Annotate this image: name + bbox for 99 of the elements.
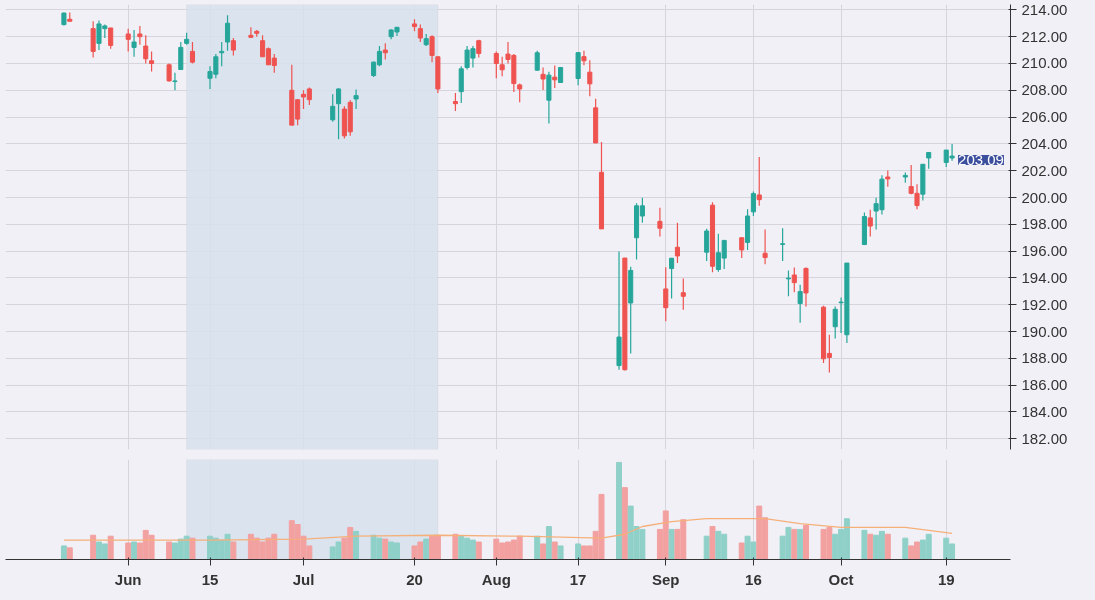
bar (902, 537, 909, 560)
candlestick (452, 92, 458, 112)
candlestick (867, 209, 873, 237)
y-tick-label: 190.00 (1021, 322, 1068, 340)
y-tick-label: 192.00 (1021, 295, 1068, 313)
bar (557, 545, 564, 560)
y-tick-label: 200.00 (1021, 188, 1068, 206)
bar (575, 543, 582, 560)
candlestick (832, 305, 838, 339)
bar (867, 533, 874, 560)
candlestick (739, 237, 745, 259)
annotation: 203.09 (958, 151, 1004, 169)
candlestick (353, 89, 359, 110)
bar (90, 534, 97, 560)
bar (540, 543, 547, 560)
candlestick (90, 20, 96, 59)
candlestick (756, 156, 762, 207)
candlestick (125, 28, 131, 53)
bar (230, 541, 237, 560)
candlestick (172, 72, 178, 91)
candlestick (534, 50, 540, 72)
bar (475, 541, 482, 560)
candlestick (581, 50, 587, 66)
bar (668, 528, 675, 560)
y-tick-label: 202.00 (1021, 161, 1068, 179)
candlestick (108, 27, 114, 50)
candlestick (429, 34, 435, 63)
bar (382, 538, 389, 560)
y-tick-label: 184.00 (1021, 402, 1068, 420)
y-tick-label: 186.00 (1021, 376, 1068, 394)
x-tick-label: Aug (481, 570, 511, 588)
y-tick-label: 208.00 (1021, 81, 1068, 99)
y-tick-label: 182.00 (1021, 429, 1068, 447)
bar (621, 487, 628, 560)
candlestick (704, 228, 710, 262)
candlestick (785, 269, 792, 297)
bar (452, 533, 459, 560)
x-tick-label: 17 (569, 570, 587, 588)
bar (884, 533, 891, 560)
bar (166, 541, 173, 560)
candlestick (674, 222, 680, 264)
candlestick (224, 14, 231, 52)
x-tick-label: 15 (201, 570, 219, 588)
candlestick (178, 41, 184, 71)
bar (616, 461, 622, 560)
candlestick (587, 59, 593, 97)
candlestick (330, 93, 336, 123)
candlestick (750, 190, 756, 217)
bar (60, 545, 67, 560)
bar (545, 525, 552, 560)
y-tick-label: 194.00 (1021, 268, 1068, 286)
candlestick (797, 284, 803, 324)
bar (131, 541, 138, 560)
x-tick-label: 16 (745, 570, 762, 588)
bar (534, 535, 541, 560)
bar (189, 537, 196, 560)
candlestick (336, 87, 342, 140)
y-tick-label: 214.00 (1021, 0, 1068, 18)
y-tick-label: 204.00 (1021, 134, 1068, 152)
y-tick-label: 210.00 (1021, 54, 1068, 72)
y-tick-label: 198.00 (1021, 215, 1068, 233)
candlestick (663, 266, 669, 322)
candlestick (669, 257, 675, 300)
candlestick (780, 227, 786, 262)
x-tick-label: 20 (406, 570, 423, 588)
bar (423, 538, 430, 560)
candlestick (248, 26, 254, 39)
candlestick (137, 25, 143, 46)
candlestick (499, 56, 505, 77)
y-tick-label: 212.00 (1021, 27, 1068, 45)
candlestick (762, 228, 768, 265)
candlestick (680, 277, 686, 311)
x-tick-label: Oct (828, 570, 854, 588)
candlestick (458, 65, 464, 104)
candlestick (166, 62, 172, 83)
candlestick (143, 34, 149, 65)
x-tick-label: Sep (652, 570, 680, 588)
candlestick (219, 41, 225, 67)
bar (66, 547, 73, 560)
x-tick-label: Jun (114, 570, 142, 588)
candlestick (540, 66, 546, 91)
x-tick-label: Jul (292, 570, 315, 588)
bar (861, 529, 868, 560)
bar (797, 528, 804, 560)
bar (709, 525, 716, 560)
candlestick (493, 50, 499, 79)
candlestick (552, 65, 558, 89)
bar (791, 528, 798, 560)
bar (803, 525, 809, 560)
bar (353, 530, 360, 560)
candlestick (657, 207, 663, 237)
bar (125, 542, 132, 560)
y-tick-label: 206.00 (1021, 108, 1068, 126)
y-tick-label: 188.00 (1021, 349, 1068, 367)
candlestick (791, 267, 797, 293)
candlestick (131, 29, 137, 58)
y-tick-label: 196.00 (1021, 242, 1068, 260)
candlestick (149, 50, 155, 73)
x-tick-label: 19 (937, 570, 955, 588)
